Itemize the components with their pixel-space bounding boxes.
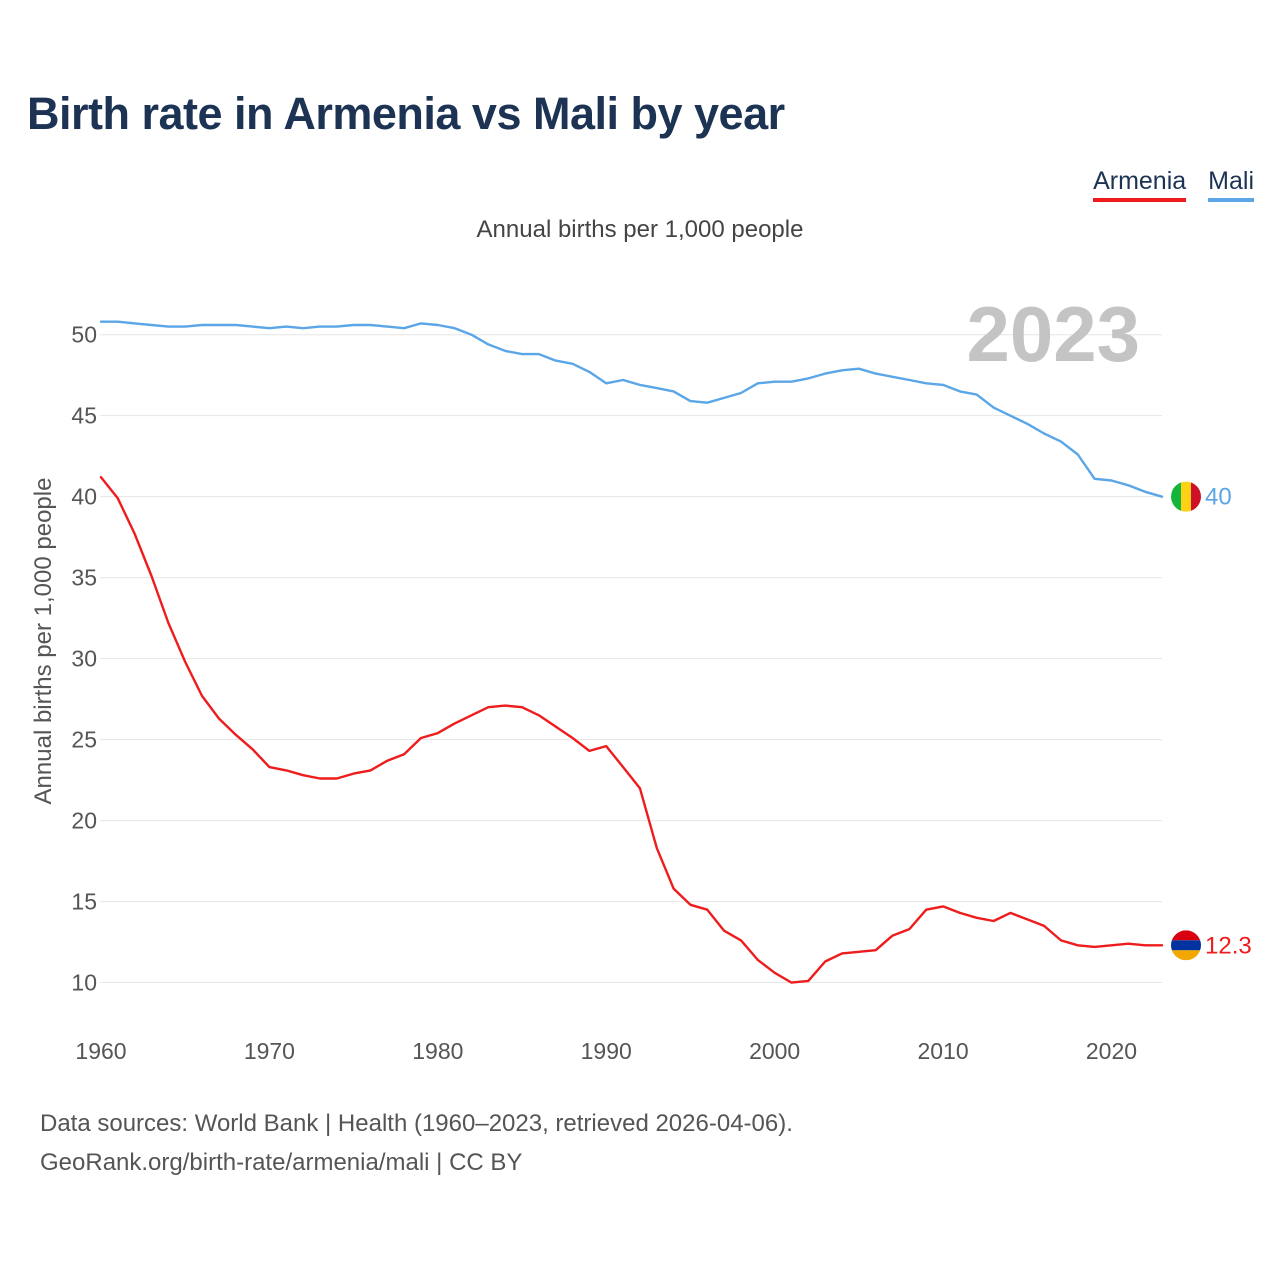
y-tick-label: 45	[71, 403, 97, 429]
series-line-mali	[99, 320, 1164, 498]
source-link[interactable]: GeoRank.org/birth-rate/armenia/mali | CC…	[40, 1149, 523, 1176]
x-tick-label: 1990	[581, 1038, 632, 1064]
x-tick-label: 1960	[75, 1038, 126, 1064]
legend-item-armenia[interactable]: Armenia	[1093, 166, 1187, 202]
x-tick-label: 2010	[917, 1038, 968, 1064]
armenia-flag-icon	[1171, 930, 1201, 961]
end-value-label-mali: 40	[1205, 484, 1232, 511]
series-line-armenia	[99, 476, 1164, 984]
x-tick-label: 1970	[244, 1038, 295, 1064]
year-label: 2023	[966, 290, 1140, 378]
chart-subtitle: Annual births per 1,000 people	[476, 216, 804, 243]
y-tick-label: 15	[71, 889, 97, 915]
end-value-label-armenia: 12.3	[1205, 932, 1252, 959]
y-tick-label: 20	[71, 808, 97, 834]
y-tick-label: 40	[71, 484, 97, 510]
x-tick-label: 2020	[1086, 1038, 1137, 1064]
y-tick-label: 35	[71, 565, 97, 591]
y-tick-label: 50	[71, 322, 97, 348]
mali-flag-icon	[1171, 481, 1201, 512]
legend: Armenia Mali	[1093, 166, 1254, 202]
y-tick-label: 25	[71, 727, 97, 753]
y-tick-label: 30	[71, 646, 97, 672]
x-tick-label: 1980	[412, 1038, 463, 1064]
legend-item-mali[interactable]: Mali	[1208, 166, 1254, 202]
y-axis-label: Annual births per 1,000 people	[30, 478, 57, 805]
chart-title: Birth rate in Armenia vs Mali by year	[27, 88, 785, 139]
source-note: Data sources: World Bank | Health (1960–…	[40, 1104, 793, 1182]
source-line: Data sources: World Bank | Health (1960–…	[40, 1110, 793, 1137]
y-tick-label: 10	[71, 970, 97, 996]
x-tick-label: 2000	[749, 1038, 800, 1064]
